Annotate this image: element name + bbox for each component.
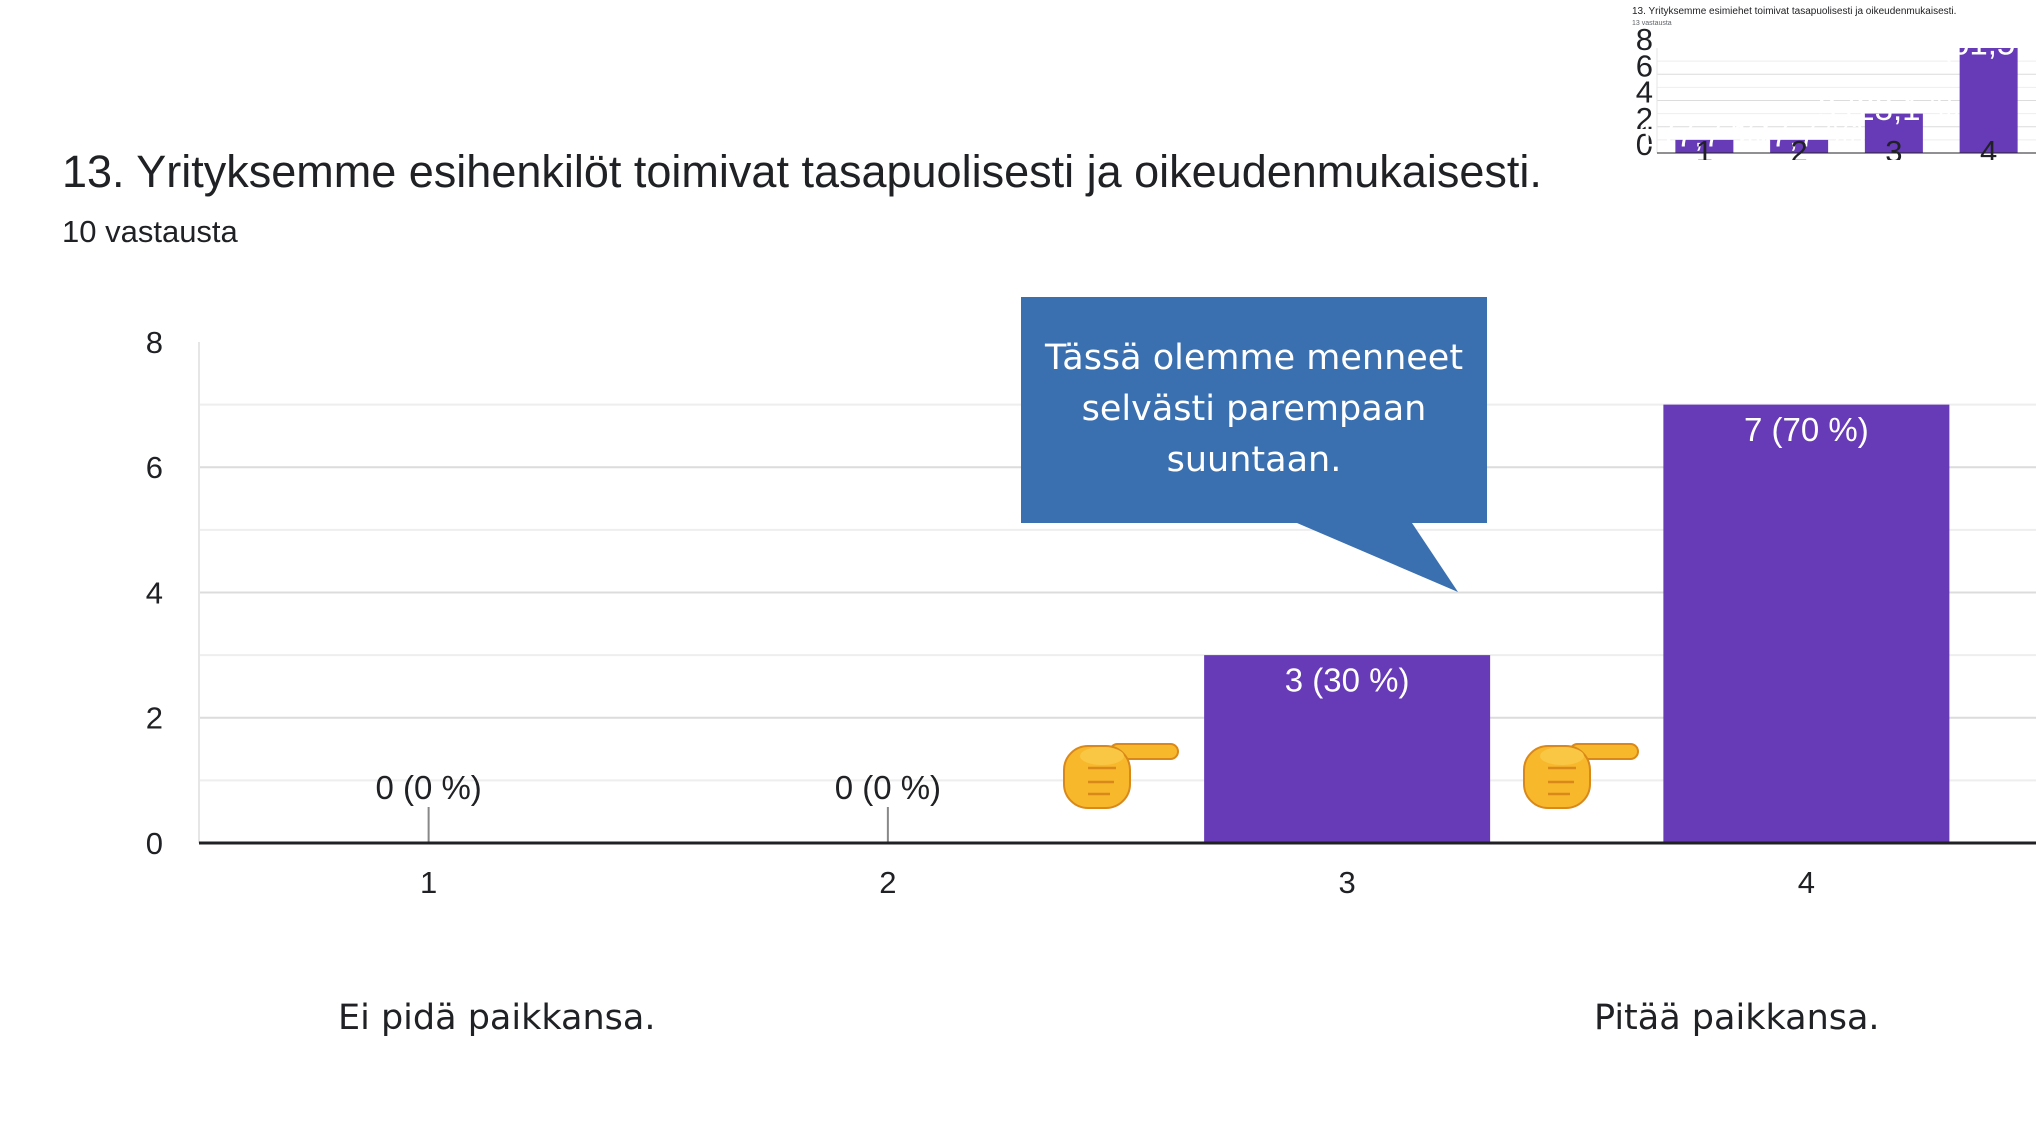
chart-title: 13. Yrityksemme esihenkilöt toimivat tas…: [62, 146, 1542, 197]
x-tick-label: 3: [1885, 134, 1902, 160]
scale-label-low: Ei pidä paikkansa.: [338, 998, 656, 1038]
bar-data-label: 1 (7,7 %): [1732, 116, 1866, 153]
bar-data-label: 0 (0 %): [835, 769, 941, 806]
x-tick-label: 3: [1339, 865, 1356, 900]
bar: [1959, 48, 2018, 153]
x-tick-label: 4: [1980, 134, 1997, 160]
bar: [1770, 139, 1829, 153]
y-tick-label: 6: [146, 450, 163, 485]
pointing-hand-icon: [1523, 743, 1639, 809]
bar-data-label: 1 (7,7 %): [1637, 116, 1771, 153]
y-tick-label: 0: [146, 826, 163, 861]
callout-line: Tässä olemme menneet: [1044, 338, 1464, 378]
thumbnail-title: 13. Yrityksemme esimiehet toimivat tasap…: [1632, 6, 1957, 17]
bar-data-label: 3 (23,1 %): [1818, 90, 1970, 127]
x-tick-label: 1: [1696, 134, 1713, 160]
y-tick-label: 2: [146, 701, 163, 736]
y-tick-label: 8: [146, 325, 163, 360]
x-tick-label: 2: [1791, 134, 1808, 160]
response-count: 10 vastausta: [62, 214, 238, 249]
scale-label-high: Pitää paikkansa.: [1594, 998, 1880, 1038]
callout-bubble: Tässä olemme menneet selvästi parempaan …: [1021, 297, 1487, 523]
x-tick-label: 1: [420, 865, 437, 900]
bar-data-label: 0 (0 %): [375, 769, 481, 806]
y-tick-label: 4: [1636, 75, 1653, 110]
bar: [1204, 655, 1491, 843]
previous-results-thumbnail: 13. Yrityksemme esimiehet toimivat tasap…: [1628, 0, 2036, 160]
x-tick-label: 2: [879, 865, 896, 900]
x-tick-label: 4: [1798, 865, 1815, 900]
bar: [1663, 404, 1950, 843]
y-tick-label: 2: [1636, 101, 1653, 136]
thumbnail-subtitle: 13 vastausta: [1632, 20, 1672, 27]
bar: [1864, 113, 1923, 153]
y-tick-label: 8: [1636, 22, 1653, 57]
bar-data-label: 3 (30 %): [1285, 661, 1410, 698]
callout-line: suuntaan.: [1166, 440, 1342, 480]
y-tick-label: 0: [1636, 127, 1653, 160]
bar-data-label: 8 (61,5 %): [1913, 25, 2036, 62]
bar-data-label: 7 (70 %): [1744, 411, 1869, 448]
bar: [1675, 139, 1734, 153]
y-tick-label: 4: [146, 575, 163, 610]
y-tick-label: 6: [1636, 48, 1653, 83]
callout-line: selvästi parempaan: [1081, 389, 1427, 429]
pointing-hand-icon: [1063, 743, 1179, 809]
